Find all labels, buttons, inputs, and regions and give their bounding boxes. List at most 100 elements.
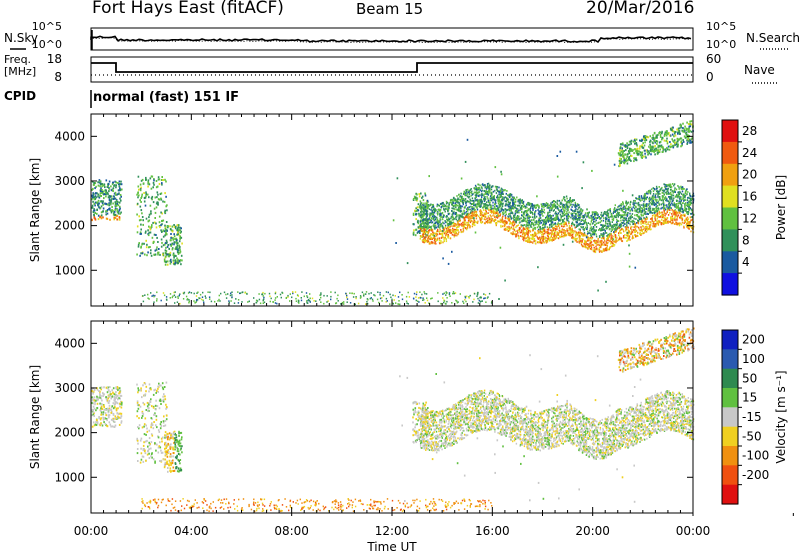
scatter-cell [681,190,684,193]
scatter-cell [606,245,608,247]
scatter-cell [100,195,102,197]
scatter-cell [255,301,257,304]
scatter-cell [541,219,543,222]
scatter-cell [613,211,615,213]
scatter-cell [505,204,507,207]
scatter-cell [501,196,504,198]
scatter-cell [108,198,111,201]
scatter-cell [91,204,94,207]
scatter-cell [436,238,439,241]
scatter-cell [171,242,174,245]
scatter-cell [515,220,517,223]
scatter-cell [501,211,504,214]
scatter-cell [106,203,109,206]
scatter-cell [174,238,176,240]
scatter-cell [609,234,611,237]
scatter-cell [491,191,493,194]
scatter-cell [539,215,541,217]
scatter-cell [675,204,677,207]
scatter-cell [685,224,688,226]
scatter-cell [455,201,457,203]
scatter-cell [258,298,261,301]
scatter-cell [432,234,434,237]
scatter-cell [491,198,494,200]
scatter-cell [612,217,615,220]
scatter-cell [503,225,506,228]
scatter-cell [529,229,531,232]
scatter-cell [469,215,472,218]
scatter-cell [680,217,682,220]
scatter-cell [165,252,167,255]
scatter-cell [522,238,524,241]
scatter-cell [157,253,159,256]
scatter-cell [454,211,457,214]
scatter-cell [471,208,474,210]
scatter-cell [174,262,177,264]
scatter-cell [504,219,506,222]
scatter-cell [433,237,435,239]
scatter-cell [138,194,140,197]
scatter-cell [627,202,629,204]
scatter-cell [593,220,595,223]
scatter-cell [502,193,504,195]
scatter-cell [161,241,163,244]
scatter-cell [603,238,605,241]
scatter-cell [92,193,95,196]
scatter-cell [572,203,574,206]
scatter-cell [527,231,530,234]
scatter-cell [492,209,494,212]
scatter-cell [527,215,529,218]
scatter-cell [489,221,491,224]
scatter-cell [637,201,640,204]
scatter-cell [422,297,424,299]
scatter-cell [526,228,529,231]
scatter-cell [685,210,687,212]
scatter-cell [609,222,611,225]
scatter-cell [145,239,147,242]
scatter-cell [646,228,649,231]
scatter-cell [592,231,595,234]
scatter-cell [419,205,421,208]
scatter-cell [139,231,142,234]
scatter-cell [680,206,682,209]
scatter-cell [550,221,553,224]
scatter-cell [526,240,528,243]
scatter-cell [592,249,595,252]
scatter-cell [586,228,588,231]
scatter-cell [449,222,451,224]
scatter-cell [115,184,117,187]
scatter-cell [202,299,204,302]
scatter-cell [671,219,674,222]
scatter-cell [106,217,109,220]
scatter-cell [150,212,152,215]
scatter-cell [320,292,322,294]
scatter-cell [437,222,439,225]
scatter-cell [691,218,693,221]
scatter-cell [653,204,655,206]
scatter-cell [426,207,429,210]
scatter-cell [256,300,259,302]
scatter-cell [177,230,179,232]
scatter-cell [567,205,569,208]
scatter-cell [173,224,175,226]
scatter-cell [583,222,585,225]
scatter-cell [422,233,424,235]
scatter-cell [644,227,646,230]
scatter-cell [464,296,467,299]
scatter-cell [114,191,117,194]
scatter-cell [643,217,645,220]
scatter-cell [533,219,535,222]
scatter-cell [115,200,118,203]
scatter-cell [686,211,688,214]
scatter-cell [518,211,520,214]
scatter-cell [539,217,542,219]
scatter-cell [653,212,656,214]
scatter-cell [469,189,471,191]
scatter-cell [343,301,345,303]
scatter-cell [598,216,600,218]
scatter-cell [523,220,525,222]
scatter-cell [615,209,617,212]
scatter-cell [470,217,472,220]
scatter-cell [571,231,573,233]
scatter-cell [510,226,512,229]
